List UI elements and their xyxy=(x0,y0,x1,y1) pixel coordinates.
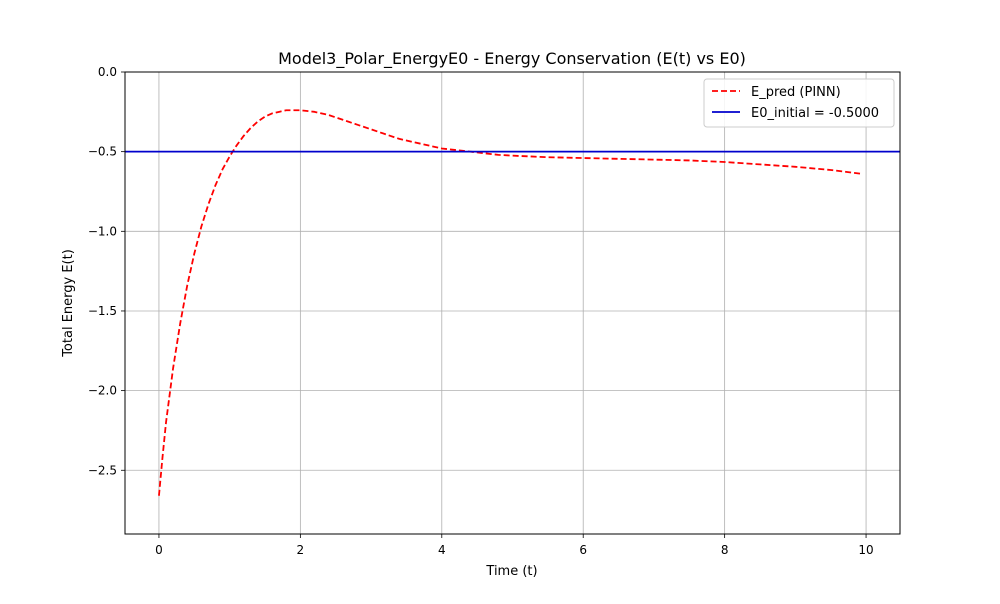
series-e-pred-line xyxy=(158,109,863,496)
y-tick-label: −2.5 xyxy=(88,463,117,477)
y-axis-label: Total Energy E(t) xyxy=(61,249,76,358)
legend-box xyxy=(703,78,895,128)
x-axis-label: Time (t) xyxy=(485,564,537,579)
y-tick-label: −2.0 xyxy=(88,384,117,398)
x-tick-label: 2 xyxy=(297,543,305,557)
x-tick-label: 6 xyxy=(579,543,587,557)
legend: E_pred (PINN) E0_initial = -0.5000 xyxy=(703,78,895,128)
legend-label-e0-initial: E0_initial = -0.5000 xyxy=(751,106,879,121)
chart-title: Model3_Polar_EnergyE0 - Energy Conservat… xyxy=(278,49,746,69)
x-tick-label: 4 xyxy=(438,543,446,557)
series-layer xyxy=(125,109,900,496)
y-tick-label: −1.5 xyxy=(88,304,117,318)
y-tick-label: −1.0 xyxy=(88,224,117,238)
plot-frame xyxy=(124,71,901,535)
x-tick-label: 8 xyxy=(721,543,729,557)
y-tick-label: 0.0 xyxy=(98,65,117,79)
legend-label-e-pred: E_pred (PINN) xyxy=(751,85,841,100)
x-tick-label: 0 xyxy=(155,543,163,557)
tick-layer: 0 2 4 6 8 10 0.0 −0.5 −1.0 −1.5 −2.0 −2.5 xyxy=(88,65,874,557)
x-tick-label: 10 xyxy=(858,543,873,557)
y-tick-label: −0.5 xyxy=(88,145,117,159)
